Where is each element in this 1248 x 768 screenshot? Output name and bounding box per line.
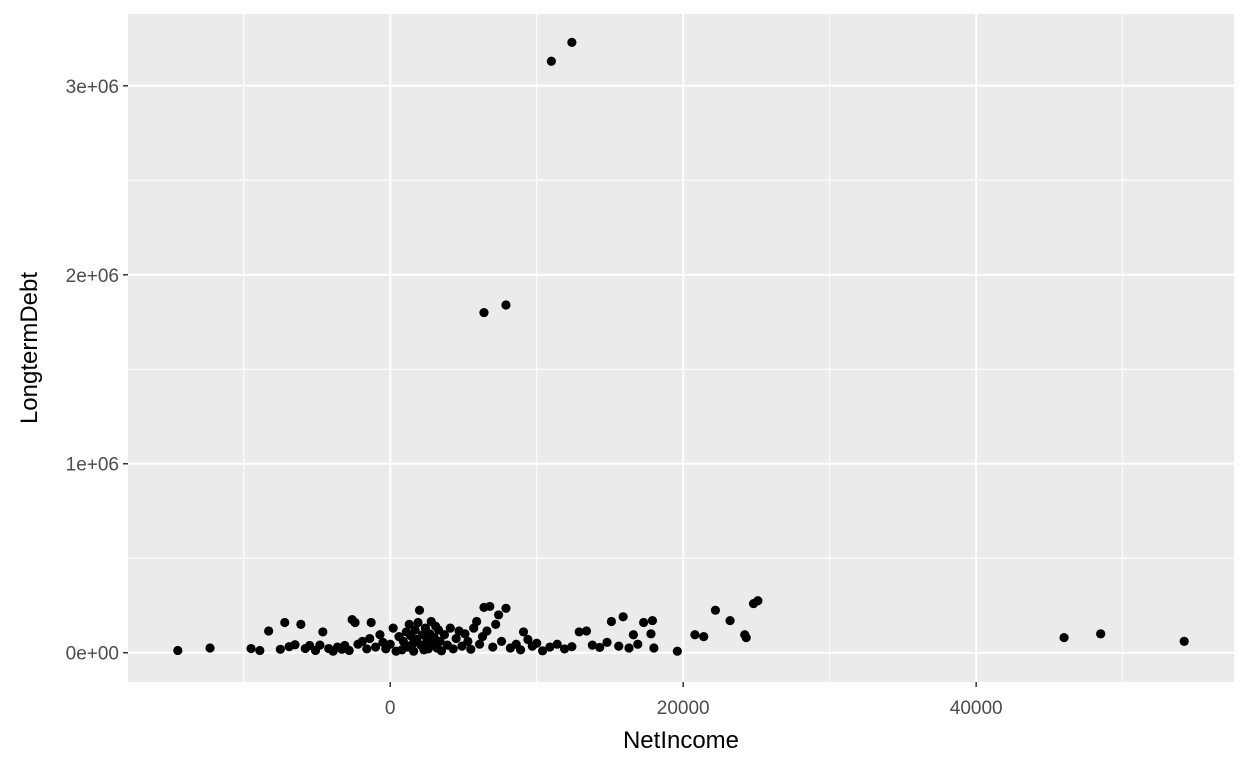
data-point bbox=[581, 626, 592, 636]
data-point bbox=[290, 640, 300, 650]
data-point bbox=[460, 629, 470, 639]
y-tick-label: 1e+06 bbox=[66, 455, 119, 476]
data-point bbox=[710, 605, 721, 615]
data-point bbox=[501, 603, 511, 613]
x-axis-title: NetIncome bbox=[623, 727, 739, 754]
data-point bbox=[344, 645, 354, 656]
data-point bbox=[532, 638, 542, 648]
data-point bbox=[567, 642, 577, 652]
data-point bbox=[350, 617, 360, 628]
data-point bbox=[409, 646, 419, 656]
data-point bbox=[1059, 632, 1069, 643]
plot-panel bbox=[128, 14, 1234, 682]
data-point bbox=[753, 596, 763, 606]
y-tick-label: 0e+00 bbox=[66, 644, 119, 665]
data-point bbox=[439, 630, 450, 640]
x-tick-label: 0 bbox=[385, 698, 396, 719]
data-point bbox=[275, 644, 285, 654]
data-point bbox=[366, 617, 376, 628]
data-point bbox=[523, 634, 533, 645]
x-tick-label: 40000 bbox=[950, 698, 1003, 719]
data-point bbox=[414, 605, 425, 615]
data-point bbox=[1096, 629, 1106, 639]
data-point bbox=[491, 619, 501, 629]
data-point bbox=[515, 645, 526, 655]
data-point bbox=[559, 644, 570, 654]
data-point bbox=[246, 643, 256, 654]
data-point bbox=[624, 643, 634, 653]
data-point bbox=[649, 643, 659, 653]
data-point bbox=[485, 601, 495, 612]
data-point bbox=[628, 630, 638, 640]
data-point bbox=[479, 307, 489, 318]
data-point bbox=[318, 627, 328, 637]
data-point bbox=[466, 644, 476, 654]
data-point bbox=[445, 623, 455, 633]
data-point bbox=[602, 637, 612, 647]
x-axis-ticks: 0 20000 40000 bbox=[385, 682, 1003, 719]
data-point bbox=[205, 643, 215, 653]
data-point bbox=[647, 615, 658, 626]
data-point bbox=[296, 619, 306, 629]
data-point bbox=[614, 641, 624, 651]
data-point bbox=[264, 626, 274, 636]
data-point bbox=[436, 646, 447, 656]
data-point bbox=[482, 626, 492, 636]
data-point bbox=[518, 627, 529, 637]
data-point bbox=[546, 56, 556, 66]
data-point bbox=[255, 645, 265, 656]
data-point bbox=[646, 629, 656, 639]
data-point bbox=[280, 617, 290, 628]
data-point bbox=[448, 644, 458, 654]
data-point bbox=[173, 645, 183, 656]
data-point bbox=[494, 610, 504, 620]
y-axis-ticks: 0e+00 1e+06 2e+06 3e+06 bbox=[66, 77, 128, 665]
data-point bbox=[365, 633, 375, 644]
data-point bbox=[741, 632, 751, 643]
data-point bbox=[451, 633, 461, 644]
data-point bbox=[496, 636, 507, 646]
data-point bbox=[413, 617, 423, 628]
data-point bbox=[552, 639, 562, 649]
data-point bbox=[537, 646, 548, 656]
y-tick-label: 2e+06 bbox=[66, 266, 119, 287]
data-point bbox=[587, 640, 597, 650]
x-tick-label: 20000 bbox=[657, 698, 710, 719]
data-point bbox=[574, 627, 584, 637]
data-point bbox=[404, 619, 414, 629]
data-point bbox=[472, 616, 482, 627]
data-point bbox=[1179, 636, 1189, 646]
y-axis-title: LongtermDebt bbox=[16, 272, 43, 424]
data-point bbox=[474, 639, 485, 649]
data-point bbox=[639, 617, 649, 628]
data-point bbox=[699, 632, 709, 642]
data-points bbox=[173, 37, 1189, 656]
data-point bbox=[435, 636, 445, 646]
data-point bbox=[606, 616, 617, 627]
data-point bbox=[385, 639, 395, 649]
data-point bbox=[672, 646, 682, 656]
data-point bbox=[362, 644, 372, 654]
data-point bbox=[388, 623, 398, 633]
data-point bbox=[315, 640, 325, 650]
data-point bbox=[370, 642, 381, 652]
data-point bbox=[545, 642, 555, 652]
y-tick-label: 3e+06 bbox=[66, 77, 119, 98]
data-point bbox=[595, 642, 605, 653]
data-point bbox=[690, 630, 700, 640]
data-point bbox=[618, 612, 628, 622]
data-point bbox=[375, 630, 385, 640]
data-point bbox=[463, 636, 473, 646]
data-point bbox=[501, 300, 511, 310]
data-point bbox=[410, 625, 420, 635]
data-point bbox=[488, 642, 498, 652]
data-point bbox=[567, 37, 577, 47]
data-point bbox=[725, 615, 735, 626]
data-point bbox=[357, 636, 367, 646]
data-point bbox=[633, 639, 643, 649]
